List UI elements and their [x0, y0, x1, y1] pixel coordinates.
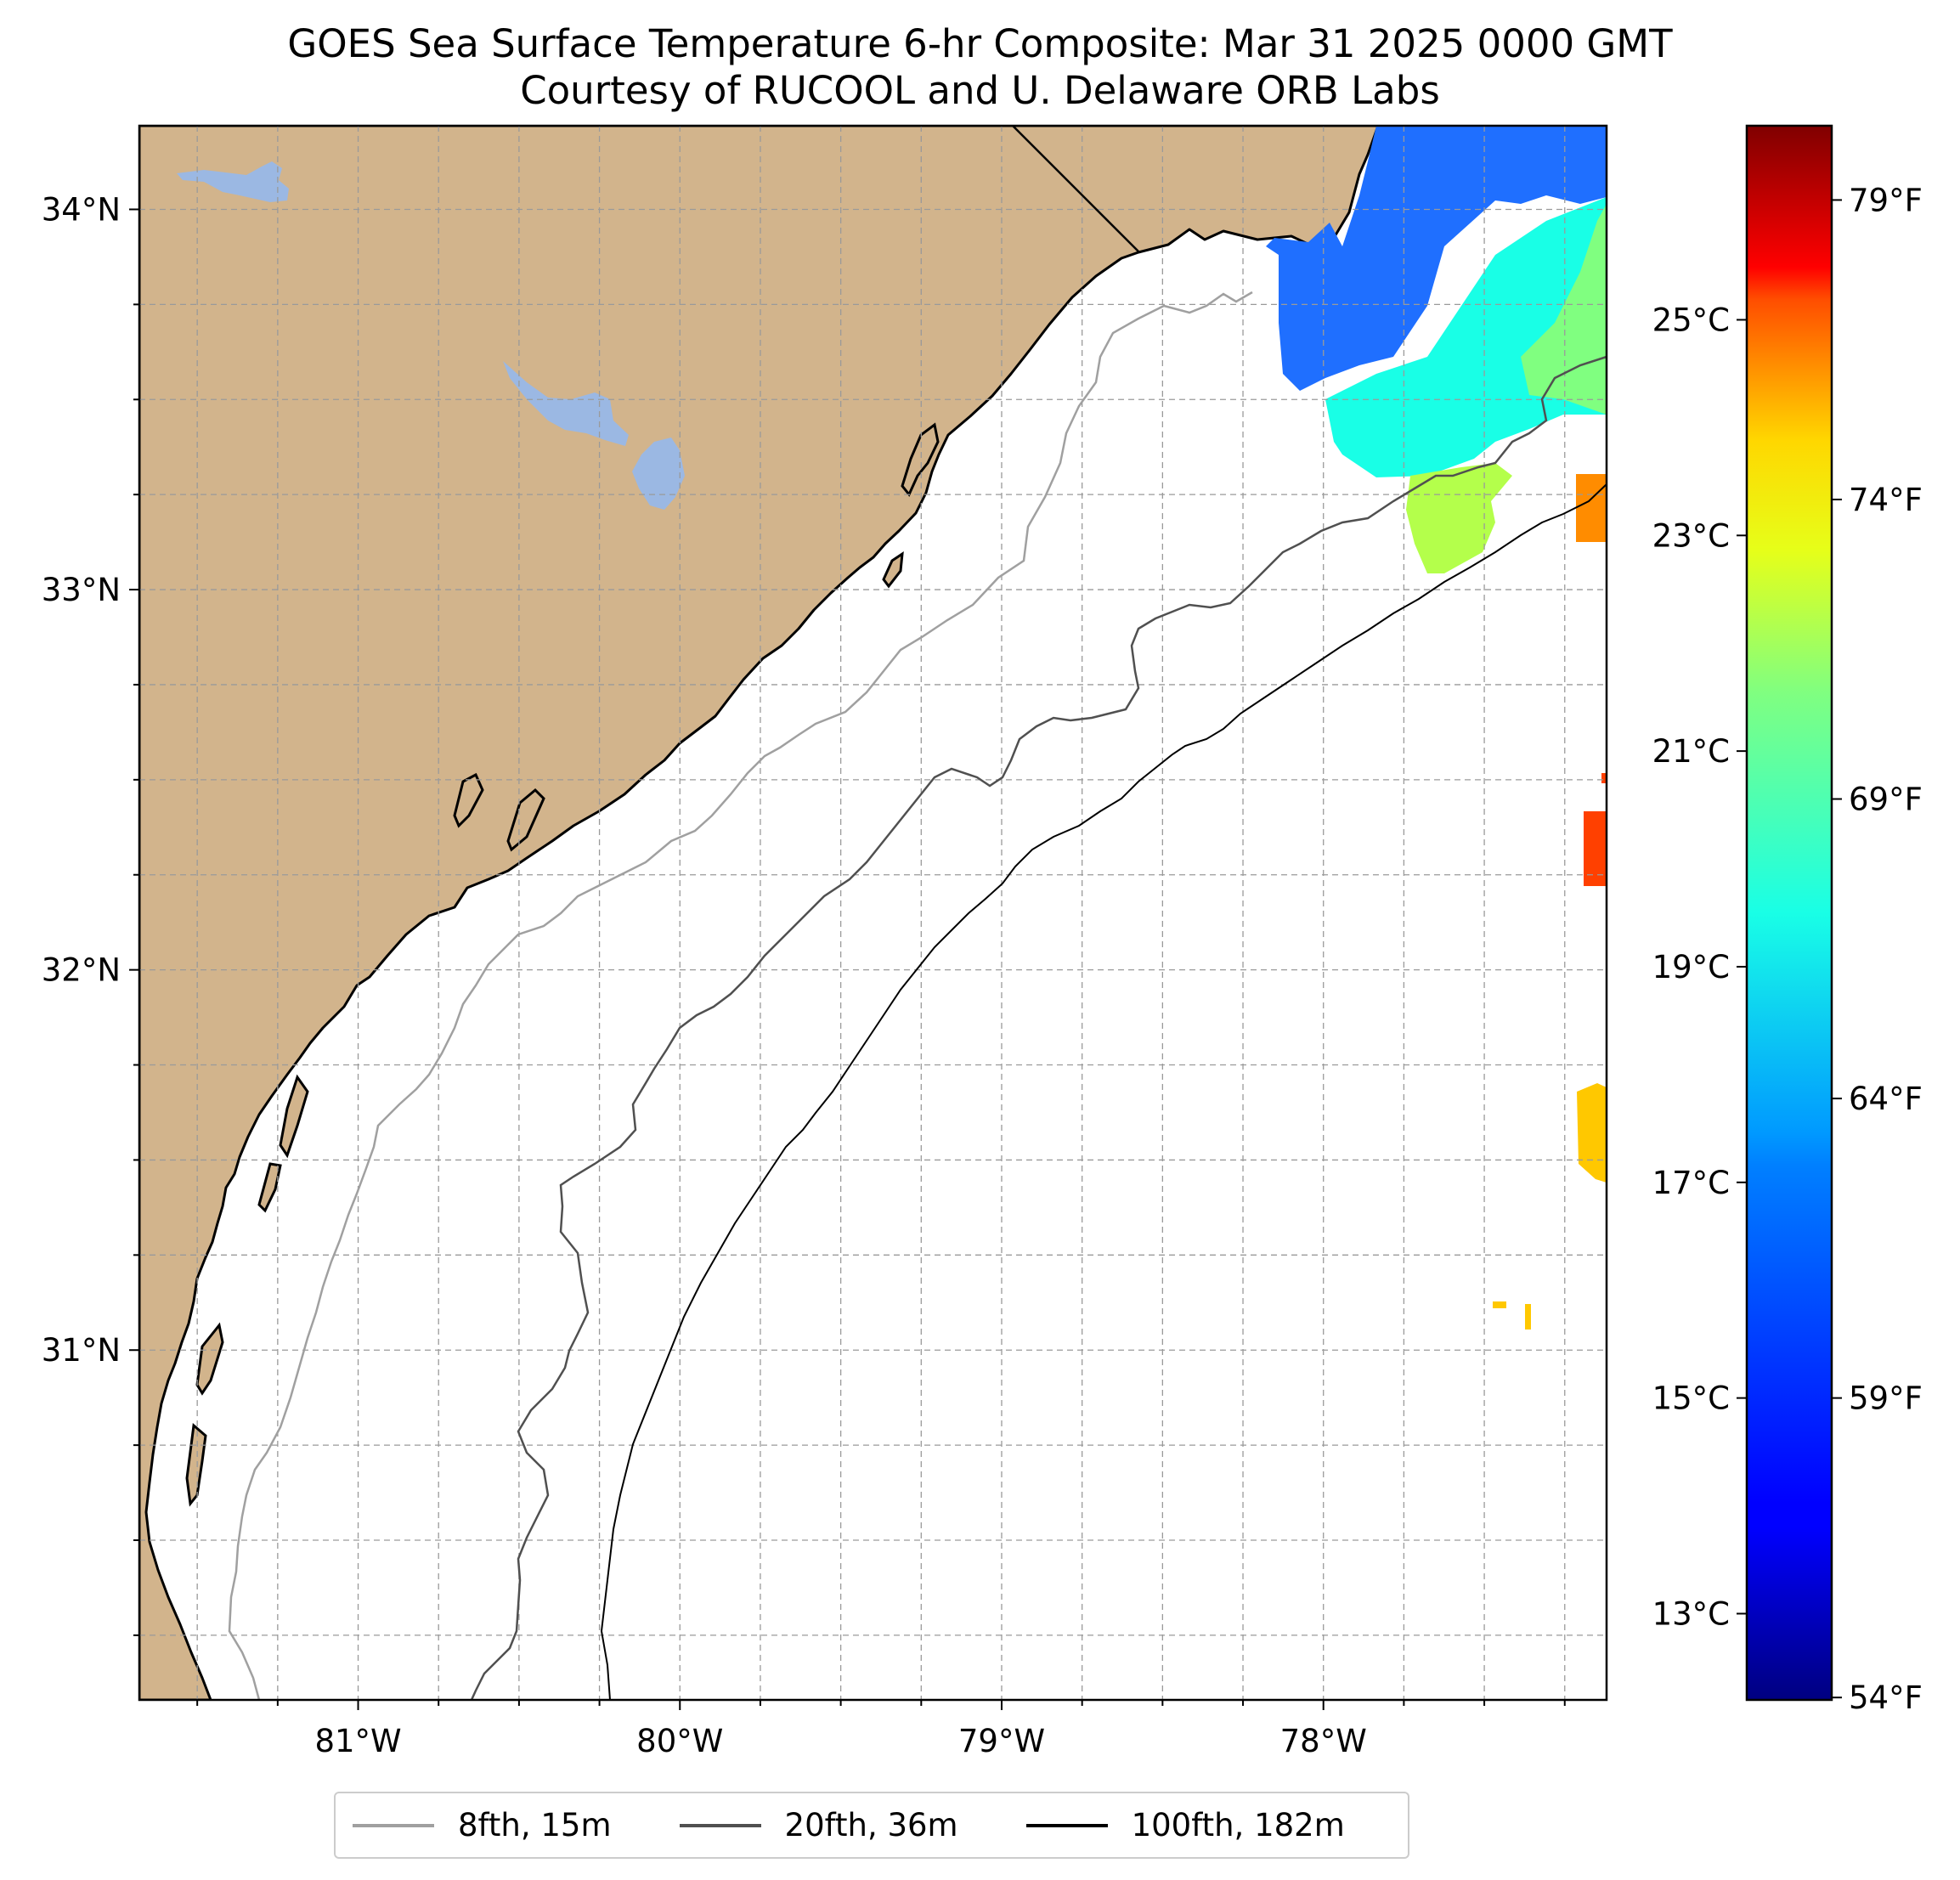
sst-cold-patch [1266, 126, 1607, 391]
y-tick-label: 32°N [42, 952, 121, 989]
y-tick-label: 33°N [42, 572, 121, 608]
sst-red-patch [1584, 811, 1607, 886]
contour-20fth [470, 355, 1607, 1700]
celsius-tick-label: 19°C [1652, 949, 1730, 985]
land-area [139, 126, 1380, 1700]
sst-yellow-speck [1493, 1301, 1506, 1308]
legend-line-8fth [353, 1823, 434, 1827]
legend-entry-100fth: 100fth, 182m [1025, 1807, 1345, 1843]
celsius-tick-label: 17°C [1652, 1165, 1730, 1201]
sst-yellow-patch [1577, 1083, 1607, 1183]
contour-legend: 8fth, 15m 20fth, 36m 100fth, 182m [334, 1792, 1409, 1859]
legend-entry-20fth: 20fth, 36m [679, 1807, 958, 1843]
legend-label-100fth: 100fth, 182m [1131, 1807, 1345, 1843]
x-tick-label: 78°W [1280, 1723, 1367, 1759]
sst-orange-patch [1576, 474, 1607, 542]
legend-line-100fth [1025, 1823, 1108, 1827]
x-tick-label: 80°W [636, 1723, 723, 1759]
fahrenheit-tick-label: 59°F [1849, 1380, 1923, 1417]
colorbar [1745, 124, 1833, 1702]
map-subtitle: Courtesy of RUCOOL and U. Delaware ORB L… [520, 68, 1440, 113]
legend-line-20fth [679, 1823, 761, 1827]
fahrenheit-tick-label: 74°F [1849, 482, 1923, 518]
celsius-tick-label: 15°C [1652, 1380, 1730, 1417]
y-tick-label: 34°N [42, 191, 121, 228]
legend-entry-8fth: 8fth, 15m [353, 1807, 612, 1843]
fahrenheit-tick-label: 64°F [1849, 1081, 1923, 1117]
colorbar-ticks: 13°C 15°C 17°C 19°C 21°C 23°C 25°C 54°F 59°F 64°F… [1652, 182, 1923, 1716]
sst-cyan-patch [1325, 197, 1607, 477]
sst-red-speck [1601, 773, 1607, 783]
sst-lime-patch [1406, 463, 1512, 573]
gridlines [139, 126, 1607, 1700]
y-tick-label: 31°N [42, 1332, 121, 1369]
axes: 81°W 80°W 79°W 78°W 34°N 33°N 32°N 31°N [42, 191, 1566, 1759]
map-frame [138, 124, 1608, 1702]
celsius-tick-label: 25°C [1652, 302, 1730, 338]
fahrenheit-tick-label: 54°F [1849, 1680, 1923, 1716]
state-boundary [1012, 126, 1139, 252]
sst-yellow-speck [1525, 1304, 1531, 1330]
sst-data [1266, 126, 1607, 1330]
fahrenheit-tick-label: 69°F [1849, 782, 1923, 818]
legend-label-8fth: 8fth, 15m [458, 1807, 612, 1843]
celsius-tick-label: 13°C [1652, 1595, 1730, 1632]
contour-100fth [600, 483, 1607, 1700]
lakes [177, 161, 685, 510]
contour-8fth [228, 291, 1253, 1700]
celsius-tick-label: 23°C [1652, 517, 1730, 554]
sst-green-patch [1521, 204, 1607, 415]
map-title: GOES Sea Surface Temperature 6-hr Compos… [287, 21, 1673, 66]
celsius-tick-label: 21°C [1652, 733, 1730, 770]
x-tick-label: 79°W [958, 1723, 1045, 1759]
legend-label-20fth: 20fth, 36m [784, 1807, 958, 1843]
fahrenheit-tick-label: 79°F [1849, 182, 1923, 218]
x-tick-label: 81°W [314, 1723, 401, 1759]
